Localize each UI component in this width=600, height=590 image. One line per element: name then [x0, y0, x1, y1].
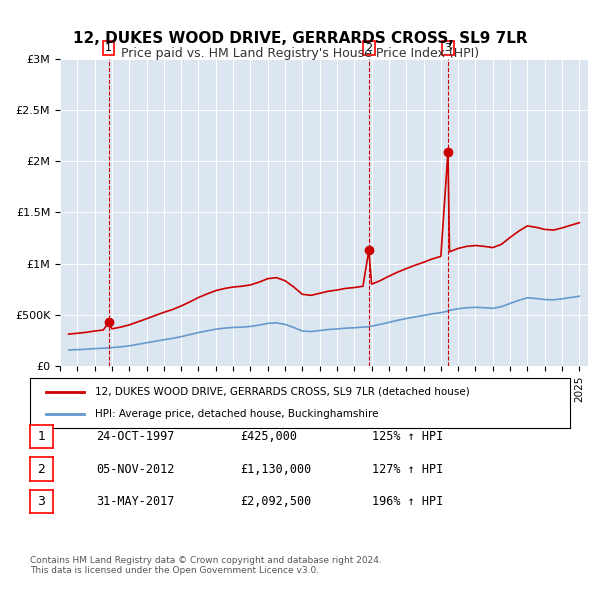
Text: Price paid vs. HM Land Registry's House Price Index (HPI): Price paid vs. HM Land Registry's House … — [121, 47, 479, 60]
Text: 125% ↑ HPI: 125% ↑ HPI — [372, 430, 443, 443]
Text: 1: 1 — [105, 43, 112, 53]
Text: 2: 2 — [365, 43, 373, 53]
Text: 12, DUKES WOOD DRIVE, GERRARDS CROSS, SL9 7LR (detached house): 12, DUKES WOOD DRIVE, GERRARDS CROSS, SL… — [95, 386, 470, 396]
Text: 3: 3 — [37, 495, 46, 508]
Text: £1,130,000: £1,130,000 — [240, 463, 311, 476]
Text: Contains HM Land Registry data © Crown copyright and database right 2024.
This d: Contains HM Land Registry data © Crown c… — [30, 556, 382, 575]
Text: 1: 1 — [37, 430, 46, 443]
Text: 127% ↑ HPI: 127% ↑ HPI — [372, 463, 443, 476]
Text: 196% ↑ HPI: 196% ↑ HPI — [372, 495, 443, 508]
Text: 3: 3 — [445, 43, 451, 53]
Text: 05-NOV-2012: 05-NOV-2012 — [96, 463, 175, 476]
Text: 24-OCT-1997: 24-OCT-1997 — [96, 430, 175, 443]
Text: £425,000: £425,000 — [240, 430, 297, 443]
Text: £2,092,500: £2,092,500 — [240, 495, 311, 508]
Text: HPI: Average price, detached house, Buckinghamshire: HPI: Average price, detached house, Buck… — [95, 409, 379, 419]
Text: 12, DUKES WOOD DRIVE, GERRARDS CROSS, SL9 7LR: 12, DUKES WOOD DRIVE, GERRARDS CROSS, SL… — [73, 31, 527, 46]
Text: 2: 2 — [37, 463, 46, 476]
Text: 31-MAY-2017: 31-MAY-2017 — [96, 495, 175, 508]
